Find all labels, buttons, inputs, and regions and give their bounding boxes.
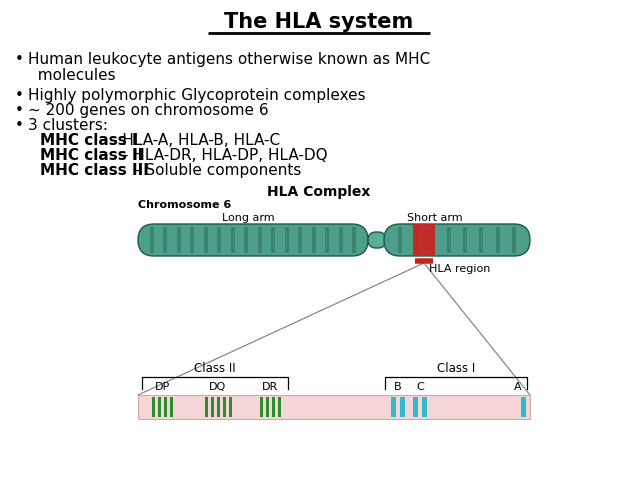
Bar	[190, 227, 194, 253]
Text: B: B	[394, 382, 402, 392]
Text: Human leukocyte antigens otherwise known as MHC: Human leukocyte antigens otherwise known…	[28, 52, 430, 67]
Bar	[138, 395, 530, 419]
Bar	[278, 397, 281, 417]
Bar	[223, 397, 225, 417]
Bar	[217, 227, 221, 253]
Bar	[163, 397, 167, 417]
Text: – HLA-DR, HLA-DP, HLA-DQ: – HLA-DR, HLA-DP, HLA-DQ	[116, 148, 328, 163]
Bar	[244, 227, 248, 253]
Bar	[228, 397, 232, 417]
Bar	[521, 397, 526, 417]
Text: 3 clusters:: 3 clusters:	[28, 118, 108, 133]
Bar	[163, 227, 167, 253]
Bar	[177, 227, 181, 253]
Text: A: A	[514, 382, 522, 392]
Bar	[413, 224, 435, 256]
Bar	[151, 397, 154, 417]
Text: Short arm: Short arm	[407, 213, 463, 223]
Bar	[216, 397, 219, 417]
Bar	[204, 227, 207, 253]
Bar	[231, 227, 235, 253]
Bar	[339, 227, 343, 253]
Bar	[463, 227, 467, 253]
Text: ~ 200 genes on chromosome 6: ~ 200 genes on chromosome 6	[28, 103, 269, 118]
Bar	[260, 397, 262, 417]
Text: MHC class I: MHC class I	[40, 133, 138, 148]
Bar	[391, 397, 396, 417]
Bar	[312, 227, 316, 253]
Bar	[265, 397, 269, 417]
Text: •: •	[15, 88, 24, 103]
Bar	[431, 227, 434, 253]
Bar	[352, 227, 357, 253]
Text: MHC class II: MHC class II	[40, 148, 144, 163]
Bar	[258, 227, 262, 253]
Text: DR: DR	[262, 382, 278, 392]
Bar	[479, 227, 484, 253]
Text: DP: DP	[154, 382, 170, 392]
Text: – Soluble components: – Soluble components	[128, 163, 301, 178]
Bar	[512, 227, 516, 253]
Text: HLA region: HLA region	[429, 264, 491, 274]
FancyBboxPatch shape	[138, 224, 368, 256]
Text: molecules: molecules	[28, 68, 115, 83]
Bar	[149, 227, 154, 253]
Bar	[205, 397, 207, 417]
Text: Chromosome 6: Chromosome 6	[138, 200, 231, 210]
Text: DQ: DQ	[209, 382, 226, 392]
Bar	[413, 397, 418, 417]
Text: Class I: Class I	[437, 362, 475, 375]
Bar	[415, 227, 419, 253]
Text: MHC class III: MHC class III	[40, 163, 149, 178]
Text: •: •	[15, 52, 24, 67]
Bar	[170, 397, 172, 417]
Bar	[211, 397, 214, 417]
FancyBboxPatch shape	[384, 224, 530, 256]
Text: The HLA system: The HLA system	[225, 12, 413, 32]
Bar	[158, 397, 161, 417]
Text: •: •	[15, 118, 24, 133]
FancyBboxPatch shape	[368, 232, 386, 248]
Bar	[496, 227, 500, 253]
Bar	[447, 227, 451, 253]
Bar	[398, 227, 402, 253]
Text: – HLA-A, HLA-B, HLA-C: – HLA-A, HLA-B, HLA-C	[105, 133, 280, 148]
Bar	[400, 397, 405, 417]
Bar	[422, 397, 427, 417]
Text: HLA Complex: HLA Complex	[267, 185, 371, 199]
Text: •: •	[15, 103, 24, 118]
Bar	[272, 397, 274, 417]
Bar	[299, 227, 302, 253]
Bar	[271, 227, 275, 253]
Text: Long arm: Long arm	[221, 213, 274, 223]
Text: Class II: Class II	[194, 362, 236, 375]
Bar	[325, 227, 329, 253]
Text: Highly polymorphic Glycoprotein complexes: Highly polymorphic Glycoprotein complexe…	[28, 88, 366, 103]
Text: C: C	[416, 382, 424, 392]
Bar	[285, 227, 289, 253]
